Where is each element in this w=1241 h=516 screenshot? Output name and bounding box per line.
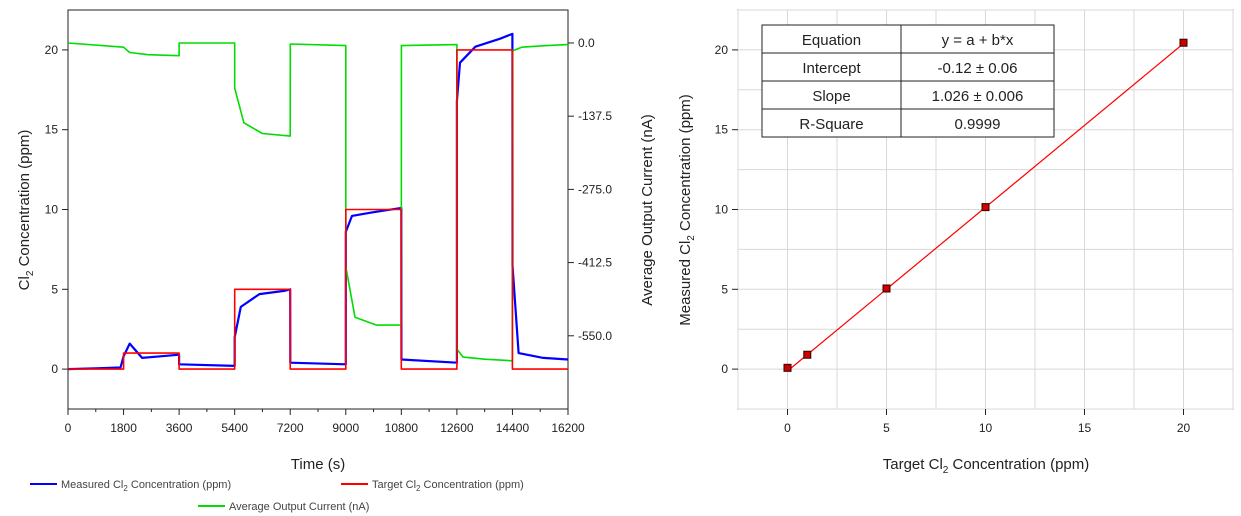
y-tick-label-right: -550.0: [578, 329, 612, 343]
x-tick-label: 0: [65, 421, 72, 435]
table-cell-label: Intercept: [802, 60, 861, 77]
time-series-chart: 0 1800 3600 5400 7200 9000 10800 12600 14400 1620…: [16, 9, 656, 513]
x-tick-label: 7200: [277, 421, 304, 435]
data-point: [1179, 38, 1188, 47]
table-cell-value: 0.9999: [955, 116, 1001, 133]
x-axis-label: Time (s): [291, 456, 345, 473]
y-tick-label: 5: [721, 282, 728, 296]
x-tick-label: 9000: [332, 421, 359, 435]
x-tick-label: 1800: [110, 421, 137, 435]
x-tick-label: 20: [1177, 421, 1191, 435]
y-axis-label-right-chart: Measured Cl2 Concentration (ppm): [677, 94, 697, 326]
x-tick-label: 15: [1078, 421, 1092, 435]
legend: Measured Cl2 Concentration (ppm) Target …: [30, 479, 524, 513]
x-tick-label: 5: [883, 421, 890, 435]
table-cell-value: y = a + b*x: [942, 32, 1014, 49]
table-cell-label: Equation: [802, 32, 861, 49]
series-layer: [67, 32, 569, 371]
y-tick-label-left: 0: [51, 362, 58, 376]
y-axis-label-right: Average Output Current (nA): [639, 114, 656, 305]
table-cell-label: R-Square: [799, 116, 863, 133]
y-tick-label-right: -412.5: [578, 256, 612, 270]
y-axis-label-left-part1: Cl: [16, 276, 33, 290]
series-line-2: [67, 42, 569, 362]
table-cell-value: 1.026 ± 0.006: [932, 88, 1024, 105]
y-tick-label-left: 10: [45, 203, 59, 217]
x-tick-label: 14400: [496, 421, 530, 435]
x-tick-label: 3600: [166, 421, 193, 435]
x-tick-label: 10: [979, 421, 993, 435]
legend-label-target: Target Cl2 Concentration (ppm): [372, 479, 524, 493]
x-tick-label: 10800: [385, 421, 419, 435]
legend-label-current: Average Output Current (nA): [229, 501, 369, 513]
x-tick-label: 16200: [551, 421, 585, 435]
fit-and-points: [783, 38, 1188, 372]
y-tick-label-left: 20: [45, 43, 59, 57]
data-point: [882, 284, 891, 293]
y-tick-label: 20: [715, 43, 729, 57]
legend-label-measured: Measured Cl2 Concentration (ppm): [61, 479, 231, 493]
y-axis-label-left-subscript: 2: [25, 270, 36, 276]
y-tick-label: 10: [715, 203, 729, 217]
plot-frame: [67, 9, 569, 410]
table-cell-value: -0.12 ± 0.06: [938, 60, 1018, 77]
series-line-1: [68, 49, 568, 370]
data-point: [803, 350, 812, 359]
y-axis-label-left-part2: Concentration (ppm): [16, 130, 33, 271]
x-tick-label: 12600: [440, 421, 474, 435]
y-tick-label-left: 15: [45, 123, 59, 137]
x-tick-label: 0: [784, 421, 791, 435]
calibration-chart: 0 5 10 15 20 0 5 10 15 20 Equation y = a + b*x Inte…: [677, 9, 1234, 476]
data-point: [783, 363, 792, 372]
x-axis-label-right-chart: Target Cl2 Concentration (ppm): [883, 456, 1090, 476]
data-point: [981, 203, 990, 212]
x-tick-label: 5400: [221, 421, 248, 435]
axis-ticks-right-chart: 0 5 10 15 20 0 5 10 15 20: [715, 43, 1191, 435]
y-tick-label-right: -137.5: [578, 109, 612, 123]
table-cell-label: Slope: [812, 88, 850, 105]
y-tick-label: 15: [715, 123, 729, 137]
fit-results-table: Equation y = a + b*x Intercept -0.12 ± 0.06…: [761, 24, 1055, 138]
series-line-0: [67, 32, 569, 371]
y-tick-label-right: -275.0: [578, 182, 612, 196]
axis-ticks: 0 1800 3600 5400 7200 9000 10800 12600 14400 1620…: [45, 36, 613, 435]
y-tick-label-right: 0.0: [578, 36, 595, 50]
y-axis-label-left: Cl2 Concentration (ppm): [16, 130, 36, 291]
y-tick-label: 0: [721, 362, 728, 376]
y-tick-label-left: 5: [51, 282, 58, 296]
